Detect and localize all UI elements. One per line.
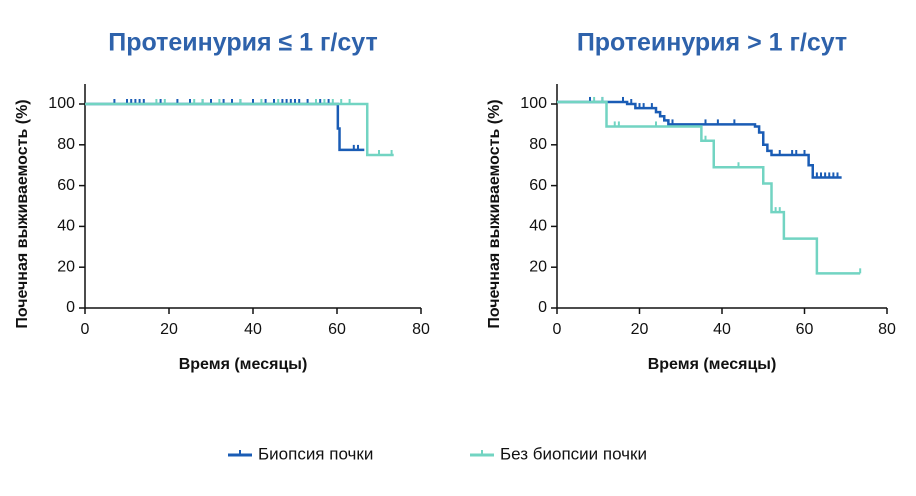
y-tick-label: 20 — [57, 258, 75, 275]
y-tick-label: 100 — [48, 95, 75, 112]
y-tick-label: 40 — [57, 218, 75, 235]
x-tick-label: 80 — [412, 321, 430, 338]
y-tick-label: 0 — [538, 299, 547, 316]
survival-curve — [85, 102, 365, 152]
legend-label: Без биопсии почки — [500, 444, 647, 463]
survival-curve — [85, 102, 394, 157]
y-tick-label: 0 — [66, 299, 75, 316]
y-tick-label: 60 — [529, 177, 547, 194]
x-tick-label: 40 — [713, 321, 731, 338]
y-tick-label: 100 — [520, 95, 547, 112]
x-tick-label: 60 — [328, 321, 346, 338]
y-tick-label: 20 — [529, 258, 547, 275]
x-tick-label: 80 — [878, 321, 896, 338]
y-tick-label: 80 — [529, 136, 547, 153]
legend-label: Биопсия почки — [258, 444, 373, 463]
x-axis-label: Время (месяцы) — [648, 356, 777, 373]
chart-title: Протеинурия ≤ 1 г/сут — [108, 29, 377, 57]
chart-title: Протеинурия > 1 г/сут — [577, 29, 847, 57]
x-tick-label: 40 — [244, 321, 262, 338]
y-tick-label: 60 — [57, 177, 75, 194]
y-tick-label: 40 — [529, 218, 547, 235]
survival-curve — [557, 100, 842, 179]
survival-curve — [557, 100, 861, 275]
x-tick-label: 60 — [796, 321, 814, 338]
x-tick-label: 20 — [631, 321, 649, 338]
x-tick-label: 20 — [160, 321, 178, 338]
x-tick-label: 0 — [81, 321, 90, 338]
x-tick-label: 0 — [553, 321, 562, 338]
y-axis-label: Почечная выживаемость (%) — [14, 99, 31, 328]
x-axis-label: Время (месяцы) — [179, 356, 308, 373]
y-axis-label: Почечная выживаемость (%) — [486, 99, 503, 328]
y-tick-label: 80 — [57, 136, 75, 153]
legend: Биопсия почки Без биопсии почки — [228, 444, 647, 463]
